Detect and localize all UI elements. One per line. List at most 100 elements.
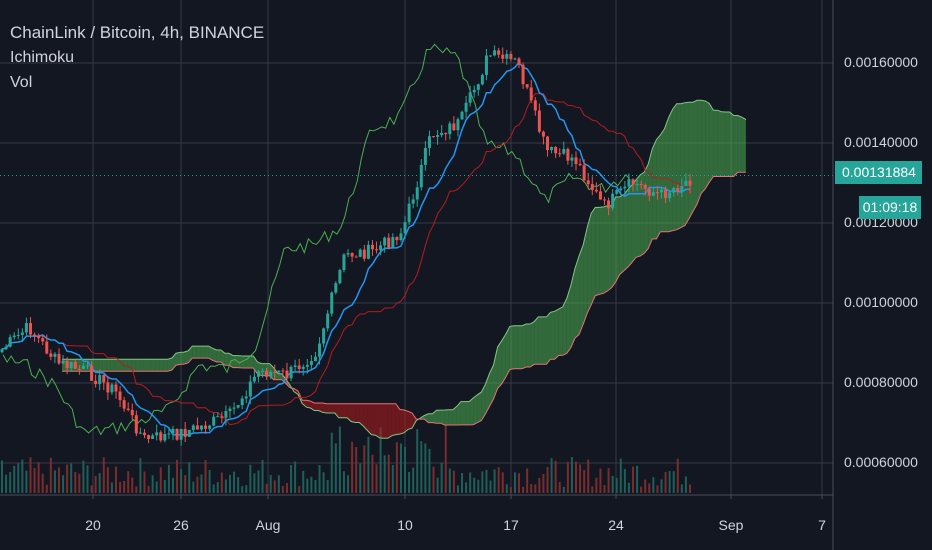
cloud-segment [334,403,339,418]
candle [354,255,358,258]
cloud-segment [456,401,461,426]
volume-bar [452,470,455,493]
indicator-ichimoku[interactable]: Ichimoku [10,49,75,67]
candle [65,357,69,375]
candle [529,79,533,104]
symbol-title[interactable]: ChainLink / Bitcoin, 4h, BINANCE [10,23,265,42]
cloud-segment [509,325,514,370]
candle [684,173,688,187]
volume-bar [456,485,459,493]
y-tick-label: 0.00160000 [844,54,918,70]
candle [517,57,521,68]
candle [69,361,73,372]
candle [358,248,362,258]
candle [497,47,501,59]
cloud-segment [367,403,372,435]
volume-bar [155,481,158,493]
cloud-segment [721,111,726,177]
cloud-segment [505,326,510,378]
candle [297,358,301,374]
volume-bar [676,458,679,493]
cloud-segment [526,323,531,368]
candle [611,189,615,211]
y-tick-label: 0.00100000 [844,294,918,310]
volume-bar [82,460,85,493]
candle [525,84,529,90]
candle [493,45,497,57]
volume-bar [570,457,573,493]
cloud-segment [220,349,225,366]
cloud-segment [326,403,331,414]
candle [199,425,203,432]
cloud-segment [200,346,205,359]
candle [456,117,460,137]
volume-bar [599,468,602,493]
cloud-segment [342,403,347,418]
cloud-segment [538,316,543,365]
cloud-segment [460,401,466,425]
candle [118,385,122,408]
candle [660,186,664,199]
candle [212,412,216,427]
indicator-volume[interactable]: Vol [10,73,33,91]
base-line [1,92,691,426]
volume-bar [395,442,398,493]
volume-bar [200,474,203,493]
volume-bar [241,486,244,493]
volume-bar [387,454,390,493]
candle [171,425,175,441]
candle [277,370,281,375]
volume-bar [363,445,366,493]
volume-bar [334,443,337,493]
cloud-segment [387,403,392,439]
cloud-segment [493,347,498,400]
candle [232,402,236,415]
volume-bar [78,473,81,493]
candle [37,333,41,344]
candle [460,110,464,121]
cloud-segment [611,196,616,288]
cloud-segment [676,103,681,230]
cloud-segment [110,359,115,372]
candle [187,429,191,437]
cloud-segment [167,357,172,372]
cloud-segment [517,325,523,369]
cloud-segment [583,227,588,325]
candle [61,355,65,365]
volume-bar [554,460,557,493]
cloud-segment [192,346,197,359]
volume-bar [119,481,122,493]
cloud-segment [159,359,164,372]
cloud-segment [277,373,282,380]
volume-bar [330,432,333,493]
candle [395,236,399,246]
cloud-segment [733,115,738,177]
cloud-segment [383,403,388,439]
volume-bar [123,480,126,493]
volume-bar [558,481,561,493]
volume-bar [355,447,358,493]
volume-bar [110,482,113,493]
volume-bar [644,479,647,493]
cloud-segment [241,355,246,368]
candle [533,97,537,116]
cloud-segment [363,403,368,431]
volume-bar [338,426,341,493]
candle [293,359,297,372]
candle [448,121,452,140]
candle [85,361,89,370]
x-tick-label: 10 [397,517,413,533]
cloud-segment [428,413,433,423]
last-price-label: 0.00131884 [835,161,922,184]
candle [281,367,285,378]
volume-bar [180,469,183,493]
cloud-segment [452,406,457,426]
cloud-segment [554,309,559,360]
volume-bar [615,478,618,493]
volume-bar [102,457,105,493]
candle [94,374,98,388]
volume-bar [1,460,3,493]
candle [313,351,317,362]
volume-bar [298,486,301,493]
